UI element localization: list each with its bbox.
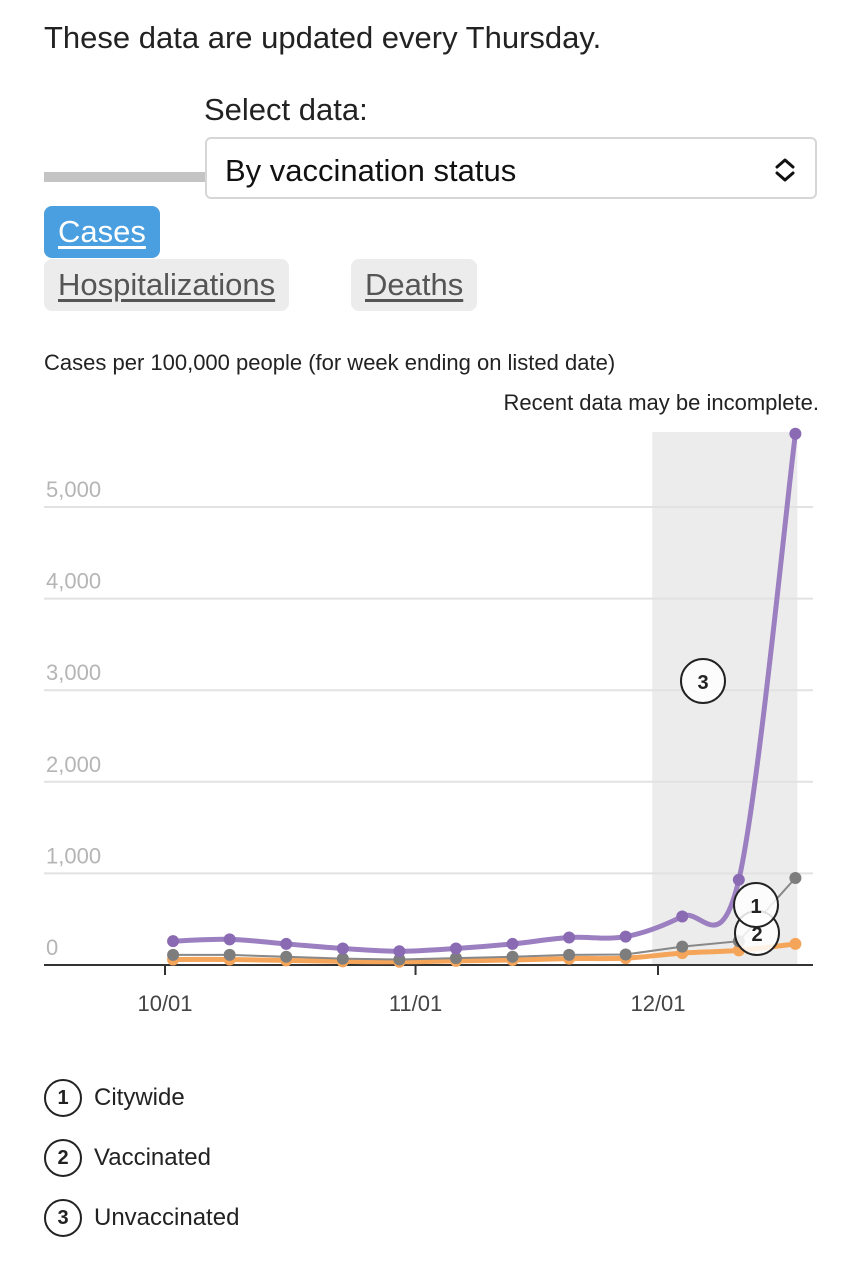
series-key-label-vaccinated: 2 xyxy=(751,924,762,946)
tab-deaths[interactable]: Deaths xyxy=(351,259,478,311)
data-point-unvaccinated xyxy=(393,945,406,958)
data-point-unvaccinated xyxy=(676,910,689,923)
data-point-citywide xyxy=(223,948,236,961)
incomplete-data-note: Recent data may be incomplete. xyxy=(503,390,819,415)
data-point-unvaccinated xyxy=(449,942,462,955)
chevron-up-down-icon xyxy=(775,158,795,182)
x-tick-label: 10/01 xyxy=(137,991,192,1016)
data-point-citywide xyxy=(280,950,293,963)
y-tick-label: 5,000 xyxy=(46,477,101,502)
data-point-citywide xyxy=(563,948,576,961)
data-point-citywide xyxy=(506,950,519,963)
data-point-citywide xyxy=(676,940,689,953)
data-point-unvaccinated xyxy=(223,933,236,946)
legend-key-2: 2 xyxy=(44,1139,82,1177)
incomplete-data-region xyxy=(652,432,798,965)
series-key-marker-unvaccinated xyxy=(680,658,726,704)
x-tick-label: 12/01 xyxy=(630,991,685,1016)
legend-item-vaccinated: 2 Vaccinated xyxy=(44,1128,239,1188)
data-point-unvaccinated xyxy=(563,931,576,944)
legend-key-3: 3 xyxy=(44,1199,82,1237)
select-data-label: Select data: xyxy=(204,92,368,127)
data-point-citywide xyxy=(619,948,632,961)
chart-title: Cases per 100,000 people (for week endin… xyxy=(44,350,616,375)
series-key-label-unvaccinated: 3 xyxy=(697,672,708,694)
data-point-vaccinated xyxy=(789,937,802,950)
cases-line-chart: 0 1,000 2,000 3,000 4,000 5,000 10/01 11/01 12/0… xyxy=(44,427,813,1016)
legend-label-citywide: Citywide xyxy=(94,1084,185,1111)
tab-hospitalizations[interactable]: Hospitalizations xyxy=(44,259,290,311)
legend-label-unvaccinated: Unvaccinated xyxy=(94,1204,240,1231)
data-point-citywide xyxy=(167,948,180,961)
data-point-unvaccinated xyxy=(732,873,745,886)
data-point-unvaccinated xyxy=(506,937,519,950)
select-value: By vaccination status xyxy=(225,153,517,188)
data-point-citywide xyxy=(449,952,462,965)
y-tick-label: 1,000 xyxy=(46,843,101,868)
series-key-label-citywide: 1 xyxy=(750,896,761,918)
x-tick-label: 11/01 xyxy=(389,991,442,1016)
y-tick-label: 4,000 xyxy=(46,569,101,594)
legend-label-vaccinated: Vaccinated xyxy=(94,1144,211,1171)
data-point-citywide xyxy=(336,952,349,965)
legend-item-citywide: 1 Citywide xyxy=(44,1068,239,1128)
y-tick-label: 3,000 xyxy=(46,660,101,685)
tab-cases[interactable]: Cases xyxy=(44,206,160,258)
data-point-unvaccinated xyxy=(280,937,293,950)
chart-legend: 1 Citywide 2 Vaccinated 3 Unvaccinated xyxy=(44,1068,239,1248)
data-point-citywide xyxy=(393,953,406,966)
legend-key-1: 1 xyxy=(44,1079,82,1117)
series-line-citywide xyxy=(173,877,797,961)
data-point-unvaccinated xyxy=(336,942,349,955)
legend-item-unvaccinated: 3 Unvaccinated xyxy=(44,1188,239,1248)
y-tick-label: 2,000 xyxy=(46,752,101,777)
update-notice: These data are updated every Thursday. xyxy=(44,20,602,55)
data-type-select[interactable]: By vaccination status xyxy=(205,137,817,199)
data-point-unvaccinated xyxy=(619,930,632,943)
data-point-citywide xyxy=(789,871,802,884)
y-tick-label: 0 xyxy=(46,935,58,960)
data-point-unvaccinated xyxy=(789,427,802,440)
decorative-divider xyxy=(44,172,206,182)
series-key-marker-citywide xyxy=(733,882,779,928)
data-point-unvaccinated xyxy=(167,935,180,948)
